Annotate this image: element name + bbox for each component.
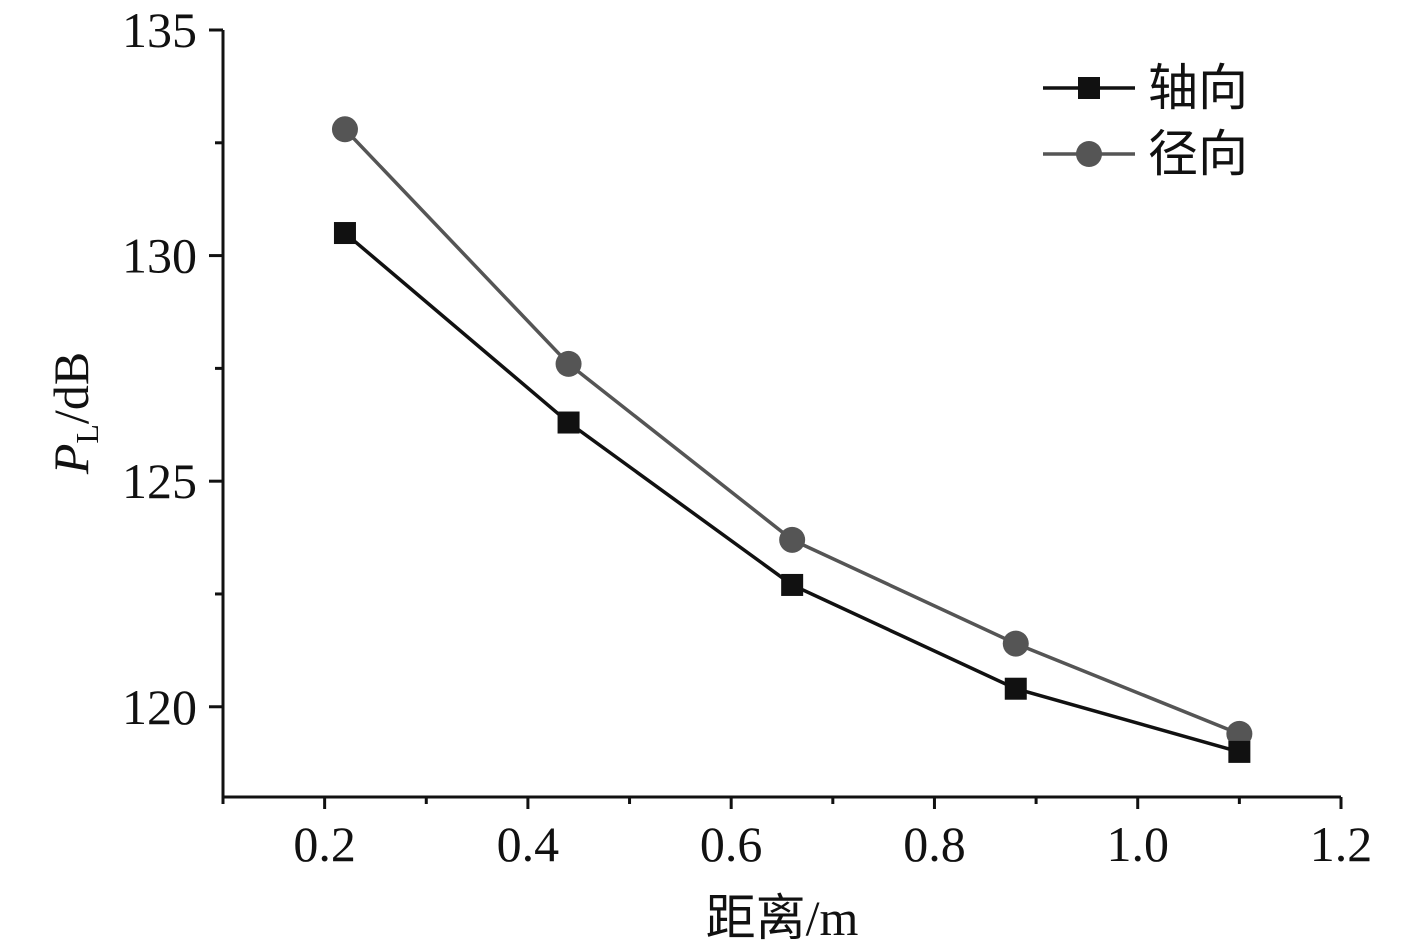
y-axis-title-main: P [43, 444, 99, 476]
data-point-radial [331, 116, 358, 143]
ticks: 0.2 0.4 0.6 0.8 1.0 1.2 120 125 130 135 [122, 2, 1372, 872]
data-point-axial [333, 222, 356, 245]
y-axis-title-unit: /dB [43, 352, 99, 424]
axes [221, 30, 1341, 799]
y-tick-label: 130 [122, 228, 197, 284]
x-tick-label: 0.8 [903, 816, 966, 872]
y-tick-label: 125 [122, 453, 197, 509]
x-tick-label: 0.4 [497, 816, 560, 872]
legend: 轴向 径向 [1043, 60, 1248, 182]
x-tick-label: 1.0 [1106, 816, 1169, 872]
data-point-axial [781, 573, 804, 596]
data-point-radial [1226, 720, 1253, 747]
series-line-radial [343, 128, 1241, 736]
data-point-radial [555, 350, 582, 377]
data-point-axial [1228, 740, 1251, 763]
series-radial [331, 116, 1253, 747]
y-tick-label: 135 [122, 2, 197, 58]
x-tick-label: 0.6 [700, 816, 763, 872]
data-point-axial [1004, 677, 1027, 700]
data-point-radial [779, 526, 806, 553]
legend-label-radial: 径向 [1148, 126, 1248, 182]
y-axis-title: PL/dB [43, 352, 105, 475]
x-axis-title: 距离/m [706, 890, 859, 946]
series-layer [331, 116, 1253, 763]
y-tick-label: 120 [122, 679, 197, 735]
legend-label-axial: 轴向 [1148, 60, 1248, 116]
legend-marker-radial [1076, 141, 1102, 167]
data-point-axial [557, 411, 580, 434]
series-line-axial [343, 231, 1240, 754]
legend-marker-axial [1078, 77, 1100, 99]
x-tick-label: 1.2 [1310, 816, 1373, 872]
y-axis-title-sub: L [69, 424, 105, 444]
x-tick-label: 0.2 [293, 816, 356, 872]
series-axial [333, 222, 1251, 763]
data-point-radial [1002, 630, 1029, 657]
